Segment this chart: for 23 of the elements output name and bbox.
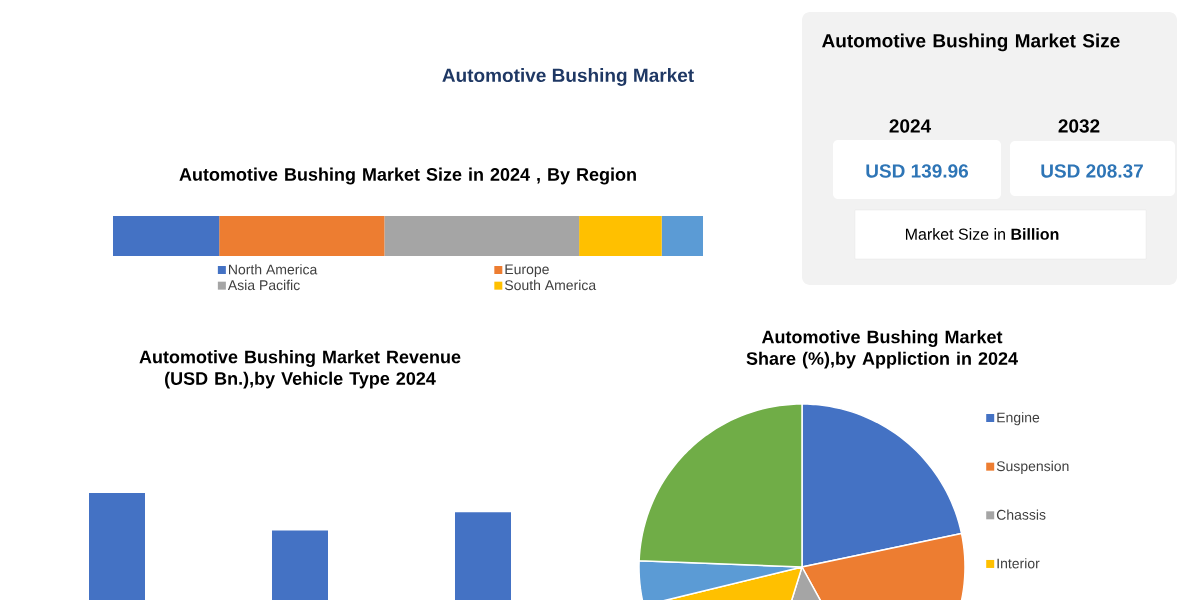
legend-label: Asia Pacific [227,279,300,291]
text: USD 139.96 [866,164,969,178]
chart-title: Automotive Bushing Market Size in 2024 , By Region [179,167,636,185]
bar [113,216,220,256]
legend-label: Chassis [996,509,1046,520]
legend-label: North America [229,264,318,275]
text: 2032 [1058,119,1100,133]
text: 2024 [889,119,932,133]
text: Automotive Bushing Market [442,68,694,86]
legend-label: Suspension [996,460,1069,474]
legend-label: Engine [997,412,1040,426]
bar [384,216,580,256]
text: Market Size in Billion [905,228,1059,240]
chart-title: Automotive Bushing Market Share (%),by Appliction in 2024 [746,330,1018,369]
legend-label: Europe [505,264,549,277]
text: USD 208.37 [1041,164,1143,178]
bar [579,216,662,256]
text: Automotive Bushing Market Size [822,33,1120,52]
bar [661,216,704,256]
bar [219,216,385,256]
chart-title: Automotive Bushing Market Revenue (USD Bn.),by Vehicle Type 2024 [139,350,461,389]
legend-label: Interior [997,558,1040,569]
legend-label: South America [504,279,597,291]
